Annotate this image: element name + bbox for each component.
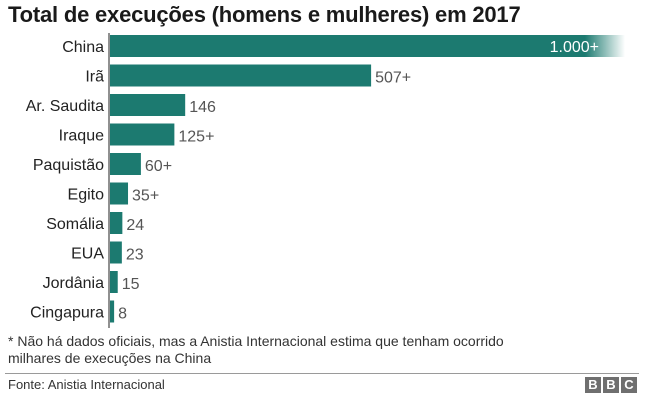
- value-label-jordania: 15: [122, 276, 140, 293]
- logo-letter-b1: B: [585, 377, 601, 393]
- bar-china: [110, 35, 585, 57]
- footnote: * Não há dados oficiais, mas a Anistia I…: [8, 333, 504, 366]
- bar-ar-saudita: [110, 94, 186, 116]
- value-label-ira: 507+: [375, 70, 411, 87]
- footer-divider: [5, 373, 639, 374]
- value-label-paquistao: 60+: [145, 158, 172, 175]
- bar-cingapura: [110, 300, 115, 323]
- bbc-logo: B B C: [585, 377, 637, 393]
- category-label-china: China: [62, 39, 104, 56]
- bar-ira: [110, 64, 372, 87]
- value-label-cingapura: 8: [118, 306, 127, 323]
- bar-eua: [110, 241, 122, 264]
- category-label-paquistao: Paquistão: [33, 157, 104, 174]
- category-label-egito: Egito: [68, 187, 105, 204]
- bar-jordania: [110, 271, 118, 293]
- logo-letter-b2: B: [603, 377, 619, 393]
- bar-somalia: [110, 212, 123, 234]
- category-label-jordania: Jordânia: [43, 275, 104, 292]
- category-label-cingapura: Cingapura: [30, 305, 104, 322]
- value-label-egito: 35+: [132, 188, 159, 205]
- bar-egito: [110, 182, 129, 205]
- bar-iraque: [110, 123, 175, 146]
- category-label-somalia: Somália: [46, 216, 104, 233]
- category-label-ar-saudita: Ar. Saudita: [26, 98, 104, 115]
- category-label-eua: EUA: [71, 246, 104, 263]
- bar-fade-china: [585, 35, 625, 57]
- value-label-iraque: 125+: [178, 129, 214, 146]
- source-note: Fonte: Anistia Internacional: [8, 377, 165, 392]
- category-label-iraque: Iraque: [59, 128, 104, 145]
- value-label-eua: 23: [126, 247, 144, 264]
- chart-title: Total de execuções (homens e mulheres) e…: [8, 2, 521, 27]
- bar-paquistao: [110, 153, 141, 175]
- bar-chart: China 1.000+ Irã 507+ Ar. Saudita 146 Iraque 12…: [26, 33, 625, 328]
- value-label-somalia: 24: [126, 217, 144, 234]
- value-label-ar-saudita: 146: [189, 99, 216, 116]
- category-label-ira: Irã: [85, 69, 104, 86]
- value-label-china: 1.000+: [550, 39, 599, 56]
- logo-letter-c: C: [621, 377, 637, 393]
